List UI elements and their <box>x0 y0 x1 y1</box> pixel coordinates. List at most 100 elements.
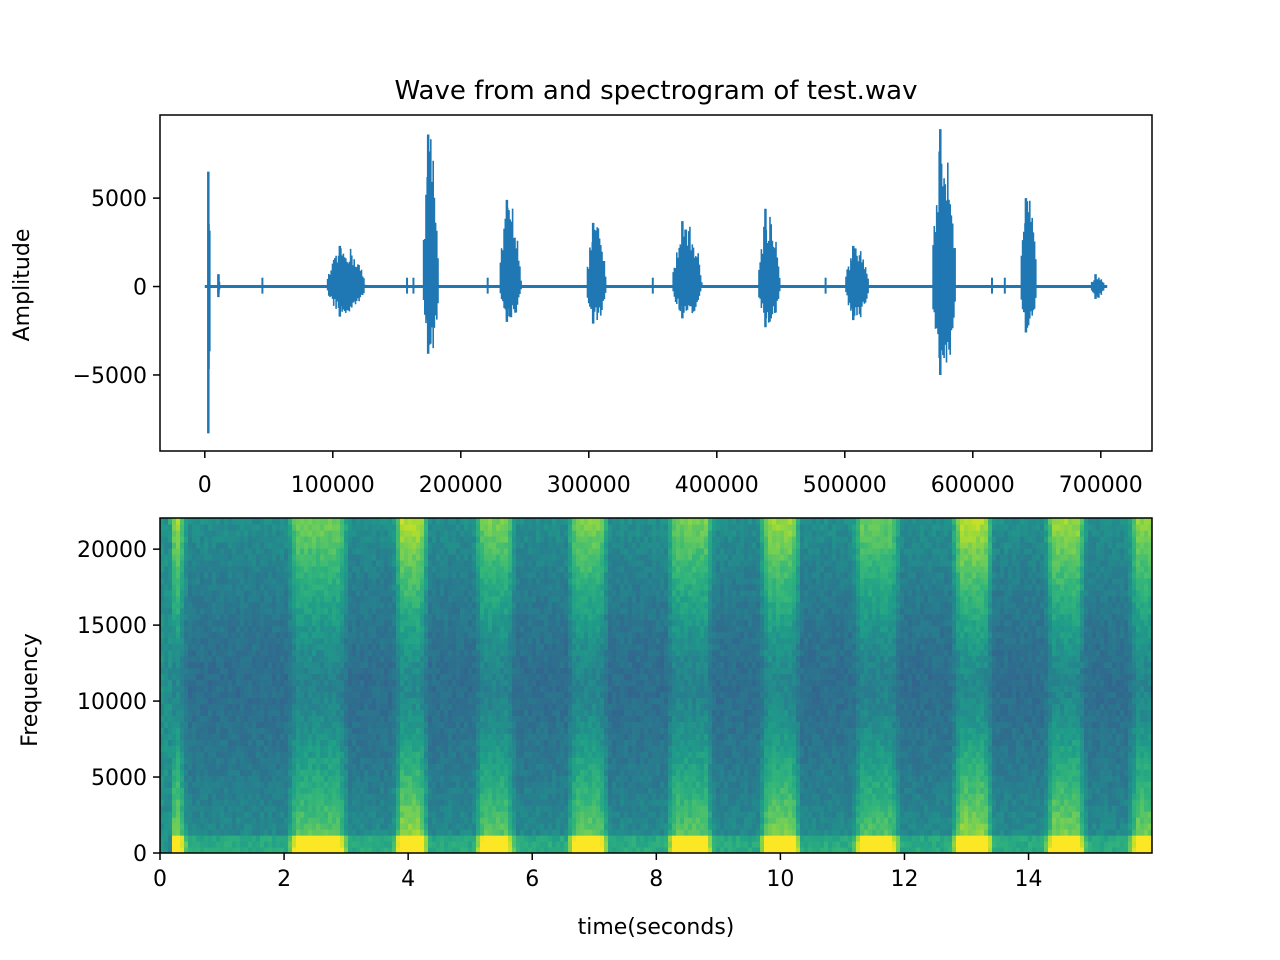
spectrogram-cell <box>356 679 361 687</box>
spectrogram-cell <box>376 559 381 567</box>
spectrogram-cell <box>468 763 473 770</box>
spectrogram-cell <box>464 667 469 675</box>
spectrogram-cell <box>268 625 273 633</box>
spectrogram-cell <box>232 631 237 639</box>
spectrogram-cell <box>360 835 365 842</box>
spectrogram-cell <box>204 589 209 597</box>
spectrogram-cell <box>408 613 413 621</box>
spectrogram-cell <box>236 733 241 740</box>
spectrogram-cell <box>352 763 357 770</box>
spectrogram-cell <box>464 847 469 853</box>
spectrogram-cell <box>192 847 197 853</box>
spectrogram-cell <box>312 781 317 788</box>
spectrogram-cell <box>440 829 445 836</box>
spectrogram-cell <box>168 601 173 609</box>
spectrogram-cell <box>232 547 237 555</box>
spectrogram-cell <box>404 583 409 591</box>
spectrogram-cell <box>376 715 381 722</box>
spectrogram-cell <box>244 751 249 758</box>
spectrogram-cell <box>160 529 165 537</box>
spectrogram-cell <box>268 721 273 728</box>
spectrogram-cell <box>288 529 293 537</box>
spectrogram-cell <box>276 565 281 573</box>
spectrogram-cell <box>492 643 497 651</box>
spectrogram-cell <box>508 793 513 800</box>
spectrogram-cell <box>248 589 253 597</box>
spectrogram-cell <box>336 655 341 663</box>
spectrogram-cell <box>508 823 513 830</box>
spectrogram-cell <box>196 649 201 657</box>
spectrogram-cell <box>508 625 513 633</box>
spectrogram-cell <box>292 535 297 543</box>
spectrogram-cell <box>344 565 349 573</box>
spectrogram-cell <box>272 787 277 794</box>
spectrogram-cell <box>472 721 477 728</box>
spectrogram-cell <box>256 829 261 836</box>
spectrogram-cell <box>328 649 333 657</box>
spectrogram-cell <box>304 655 309 663</box>
spectrogram-cell <box>316 733 321 740</box>
spectrogram-cell <box>488 727 493 734</box>
spectrogram-cell <box>256 643 261 651</box>
spectrogram-cell <box>288 625 293 633</box>
spectrogram-cell <box>264 805 269 812</box>
spectrogram-cell <box>252 793 257 800</box>
spectrogram-cell <box>372 769 377 776</box>
spectrogram-cell <box>456 649 461 657</box>
spectrogram-cell <box>196 655 201 663</box>
spectrogram-cell <box>404 685 409 693</box>
spectrogram-cell <box>236 661 241 669</box>
spectrogram-cell <box>500 565 505 573</box>
spectrogram-cell <box>184 631 189 639</box>
spectrogram-cell <box>268 823 273 830</box>
spectrogram-cell <box>452 523 457 531</box>
spectrogram-cell <box>392 649 397 657</box>
spectrogram-cell <box>172 595 177 603</box>
spectrogram-cell <box>360 523 365 531</box>
spectrogram-cell <box>340 547 345 555</box>
spectrogram-cell <box>248 811 253 818</box>
spectrogram-cell <box>412 763 417 770</box>
spectrogram-cell <box>488 607 493 615</box>
spectrogram-cell <box>164 715 169 722</box>
spectrogram-cell <box>508 739 513 746</box>
spectrogram-cell <box>344 673 349 681</box>
spectrogram-cell <box>272 565 277 573</box>
spectrogram-cell <box>372 518 377 525</box>
spectrogram-cell <box>400 595 405 603</box>
spectrogram-cell <box>496 535 501 543</box>
spectrogram-cell <box>460 835 465 842</box>
spectrogram-cell <box>164 679 169 687</box>
spectrogram-cell <box>380 661 385 669</box>
spectrogram-cell <box>372 835 377 842</box>
spectrogram-cell <box>412 697 417 705</box>
spectrogram-cell <box>332 721 337 728</box>
spectrogram-cell <box>264 841 269 848</box>
spectrogram-cell <box>216 811 221 818</box>
spectrogram-cell <box>276 727 281 734</box>
spectrogram-cell <box>184 685 189 693</box>
spectrogram-cell <box>484 547 489 555</box>
spectrogram-cell <box>416 661 421 669</box>
spectrogram-cell <box>284 787 289 794</box>
spectrogram-cell <box>240 589 245 597</box>
spectrogram-cell <box>216 829 221 836</box>
spectrogram-cell <box>408 529 413 537</box>
spectrogram-cell <box>244 685 249 693</box>
spectrogram-cell <box>360 565 365 573</box>
spectrogram-cell <box>348 667 353 675</box>
spectrogram-cell <box>224 751 229 758</box>
spectrogram-cell <box>228 805 233 812</box>
spectrogram-cell <box>388 655 393 663</box>
spectrogram-cell <box>448 631 453 639</box>
spectrogram-cell <box>212 703 217 711</box>
spectrogram-cell <box>224 769 229 776</box>
spectrogram-cell <box>304 709 309 717</box>
spectrogram-cell <box>416 793 421 800</box>
spectrogram-cell <box>396 775 401 782</box>
spectrogram-cell <box>424 823 429 830</box>
spectrogram-cell <box>324 673 329 681</box>
spectrogram-cell <box>264 751 269 758</box>
spectrogram-cell <box>212 745 217 752</box>
spectrogram-cell <box>344 559 349 567</box>
